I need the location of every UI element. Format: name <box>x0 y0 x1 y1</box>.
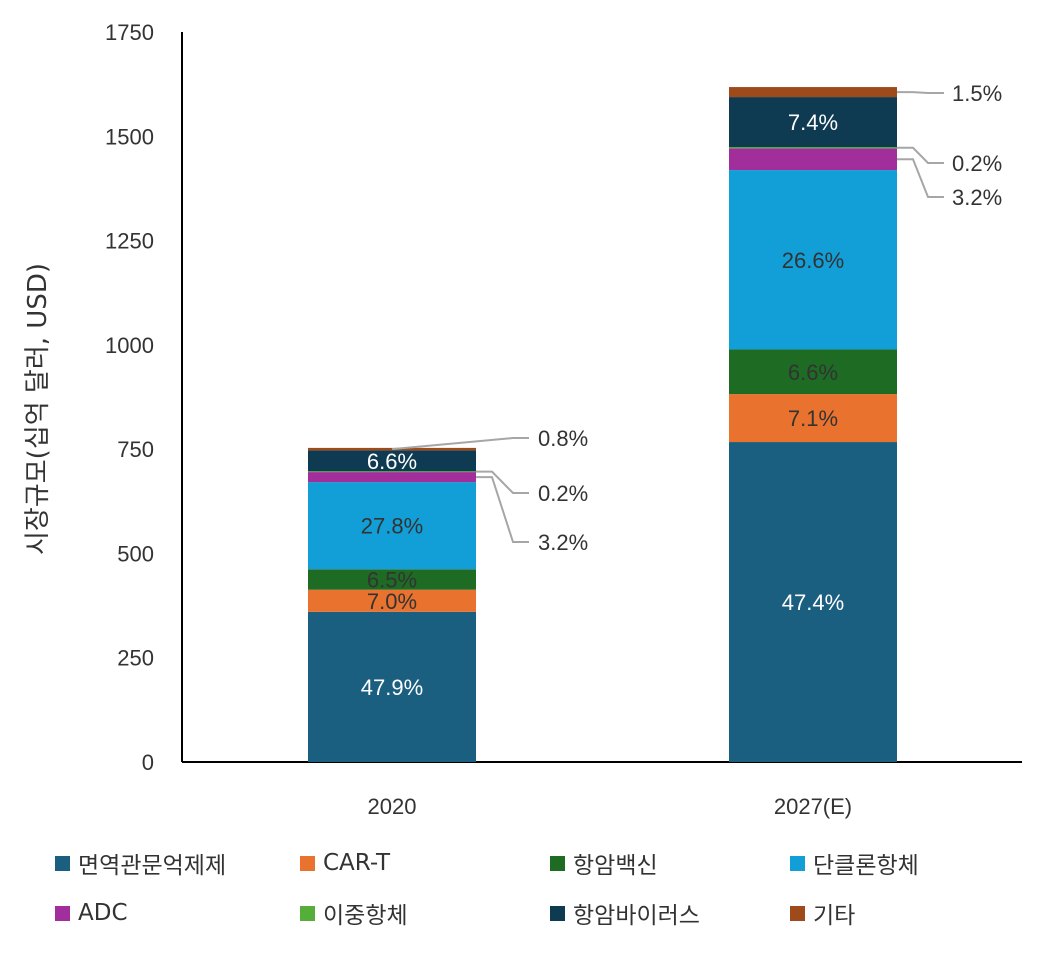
bar-segment <box>308 611 476 762</box>
y-axis-title: 시장규모(십억 달러, USD) <box>23 263 53 555</box>
y-tick-label: 1000 <box>105 333 154 358</box>
bar-segment <box>729 394 897 443</box>
y-tick-label: 0 <box>142 750 154 775</box>
data-label: 27.8% <box>361 514 423 539</box>
callout-label: 3.2% <box>952 185 1002 210</box>
bar-segment <box>729 147 897 149</box>
legend-item: 항암백신 <box>550 848 790 879</box>
y-tick-label: 250 <box>117 646 154 671</box>
bar-segment <box>729 170 897 350</box>
data-label: 47.4% <box>782 590 844 615</box>
y-tick-label: 750 <box>117 437 154 462</box>
bar-segment <box>729 148 897 171</box>
legend-label: 기타 <box>813 903 856 929</box>
bar-segment <box>308 589 476 612</box>
bar-segment <box>729 87 897 98</box>
data-label: 7.4% <box>788 110 838 135</box>
callout-leader-line <box>476 470 529 494</box>
data-label: 6.6% <box>788 360 838 385</box>
legend-label: 이중항체 <box>323 903 408 929</box>
legend-swatch <box>55 855 70 871</box>
legend-label: 면역관문억제제 <box>78 853 227 879</box>
callout-label: 0.2% <box>538 481 588 506</box>
x-tick-label: 2020 <box>368 794 417 819</box>
data-label: 6.6% <box>367 449 417 474</box>
legend-swatch <box>790 905 805 921</box>
y-tick-label: 500 <box>117 541 154 566</box>
legend-swatch <box>300 855 315 871</box>
legend-item: 항암바이러스 <box>550 898 790 929</box>
legend-item: ADC <box>55 898 300 928</box>
callout-leader-line <box>476 476 529 543</box>
y-tick-label: 1750 <box>105 20 154 45</box>
legend-swatch <box>55 905 70 921</box>
legend-swatch <box>550 905 565 921</box>
legend-swatch <box>550 855 565 871</box>
bar-segment <box>308 450 476 472</box>
legend-item: 면역관문억제제 <box>55 848 300 879</box>
callout-label: 0.2% <box>952 151 1002 176</box>
bar-segment <box>308 472 476 483</box>
callout-leader-line <box>391 437 529 451</box>
callout-leader-line <box>897 91 944 94</box>
data-label: 6.5% <box>367 568 417 593</box>
x-tick-label: 2027(E) <box>774 794 852 819</box>
legend-swatch <box>300 905 315 921</box>
legend-label: 단클론항체 <box>813 853 919 879</box>
legend-item: CAR-T <box>300 848 550 878</box>
legend: 면역관문억제제 CAR-T 항암백신 단클론항체 ADC 이중항체 항암바이러스 기타 <box>55 848 1045 929</box>
y-tick-label: 1250 <box>105 229 154 254</box>
stacked-bar-chart: 0 250 500 750 1000 1250 1500 1750 시장규모(십억 달러, US… <box>23 20 1022 819</box>
legend-label: ADC <box>78 900 128 926</box>
legend-swatch <box>790 855 805 871</box>
callout-leader-line <box>897 146 944 164</box>
bar-segment <box>308 471 476 473</box>
data-label: 7.0% <box>367 589 417 614</box>
legend-label: 항암바이러스 <box>573 903 700 929</box>
data-label: 26.6% <box>782 248 844 273</box>
callout-label: 3.2% <box>538 530 588 555</box>
bar-segment <box>729 442 897 762</box>
y-tick-label: 1500 <box>105 124 154 149</box>
bar-segment <box>729 349 897 395</box>
data-label: 7.1% <box>788 406 838 431</box>
legend-item: 단클론항체 <box>790 848 1030 879</box>
callout-label: 0.8% <box>538 426 588 451</box>
bar-segment <box>308 569 476 590</box>
bar-segment <box>729 97 897 148</box>
bar-segment <box>308 482 476 570</box>
legend-label: CAR-T <box>323 850 391 876</box>
callout-leader-line <box>897 158 944 198</box>
legend-item: 기타 <box>790 898 1030 929</box>
data-label: 47.9% <box>361 675 423 700</box>
callout-label: 1.5% <box>952 81 1002 106</box>
legend-label: 항암백신 <box>573 853 658 879</box>
legend-item: 이중항체 <box>300 898 550 929</box>
